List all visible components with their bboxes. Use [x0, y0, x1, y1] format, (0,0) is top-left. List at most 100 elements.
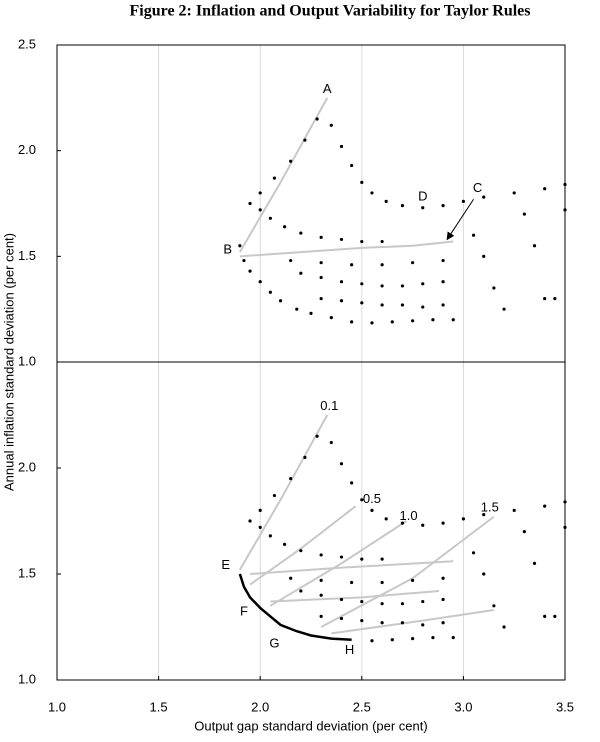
dot: [299, 589, 303, 593]
gray-line: [239, 414, 329, 571]
y-tick-label: 1.0: [18, 353, 36, 368]
annotation: 1.5: [481, 500, 499, 515]
dot: [492, 286, 496, 290]
y-tick-label: 1.5: [18, 248, 36, 263]
dot: [421, 623, 425, 627]
dot: [482, 195, 486, 199]
dot: [299, 231, 303, 235]
dot: [319, 578, 323, 582]
dot: [319, 275, 323, 280]
dot: [543, 187, 547, 191]
dot: [360, 619, 364, 623]
dot: [289, 258, 293, 263]
dot: [421, 599, 425, 604]
dot: [390, 638, 394, 642]
annotation: 1.0: [399, 508, 417, 523]
dot: [563, 208, 567, 212]
dot: [329, 316, 333, 320]
dot: [282, 225, 287, 229]
dot: [350, 580, 354, 585]
dot: [339, 237, 344, 242]
dot: [421, 206, 425, 210]
dot: [543, 297, 547, 301]
dot: [258, 525, 262, 529]
dot: [441, 303, 445, 307]
dot: [278, 299, 283, 303]
x-axis-label: Output gap standard deviation (per cent): [194, 718, 427, 733]
dot: [441, 280, 445, 284]
dot: [380, 303, 384, 307]
dot: [421, 523, 425, 527]
dot: [268, 534, 272, 538]
dot: [289, 576, 293, 580]
dot: [502, 625, 506, 629]
dot: [370, 508, 374, 512]
dot: [309, 311, 313, 315]
dot: [400, 303, 405, 307]
dot: [268, 216, 272, 220]
dot: [461, 517, 465, 521]
gray-line: [269, 520, 408, 607]
dot: [299, 271, 303, 275]
dot: [553, 614, 557, 619]
gray-line: [239, 240, 454, 258]
y-tick-label: 2.0: [18, 142, 36, 157]
annotation: E: [221, 557, 230, 572]
dot: [411, 578, 415, 582]
dot: [319, 297, 323, 301]
dot: [360, 239, 364, 244]
dot: [350, 263, 354, 267]
x-tick-label: 2.0: [251, 699, 269, 714]
x-tick-label: 1.5: [150, 699, 168, 714]
dot: [532, 244, 537, 248]
dot: [370, 321, 374, 325]
dot: [350, 320, 354, 324]
dot: [431, 318, 435, 322]
dot: [268, 290, 272, 294]
dot: [431, 636, 435, 640]
dot: [258, 280, 262, 284]
dot: [400, 602, 405, 606]
dot: [441, 204, 445, 208]
dot: [299, 549, 303, 553]
annotation: 0.1: [320, 398, 338, 413]
dot: [370, 191, 374, 195]
dot: [360, 301, 364, 305]
gray-line: [239, 97, 329, 253]
dot: [512, 191, 516, 195]
dot: [329, 123, 333, 127]
annotation: 0.5: [363, 491, 381, 506]
dot: [315, 117, 319, 121]
dot: [400, 621, 405, 625]
dot: [339, 555, 344, 559]
y-tick-label: 1.5: [18, 565, 36, 580]
y-tick-label: 2.0: [18, 459, 36, 474]
dot: [272, 493, 277, 498]
dot: [441, 258, 445, 263]
annotation: A: [323, 81, 332, 96]
dot: [390, 320, 394, 324]
dot: [380, 284, 384, 288]
dot: [248, 201, 252, 206]
dot: [360, 498, 364, 502]
chart-title: Figure 2: Inflation and Output Variabili…: [130, 3, 531, 20]
dot: [563, 182, 567, 187]
dot: [421, 282, 425, 286]
dot: [522, 212, 526, 216]
dot: [303, 138, 307, 142]
dot: [248, 519, 252, 523]
annotation: G: [269, 635, 279, 650]
dot: [360, 282, 364, 286]
dot: [543, 504, 547, 508]
dot: [370, 639, 374, 643]
dot: [303, 455, 307, 459]
dot: [451, 636, 455, 640]
dot: [441, 521, 445, 525]
gray-line: [320, 515, 495, 628]
dot: [339, 616, 344, 621]
dot: [242, 258, 246, 263]
dot: [339, 144, 344, 149]
annotation: D: [418, 189, 427, 204]
dot: [360, 599, 364, 604]
dot: [384, 517, 388, 521]
